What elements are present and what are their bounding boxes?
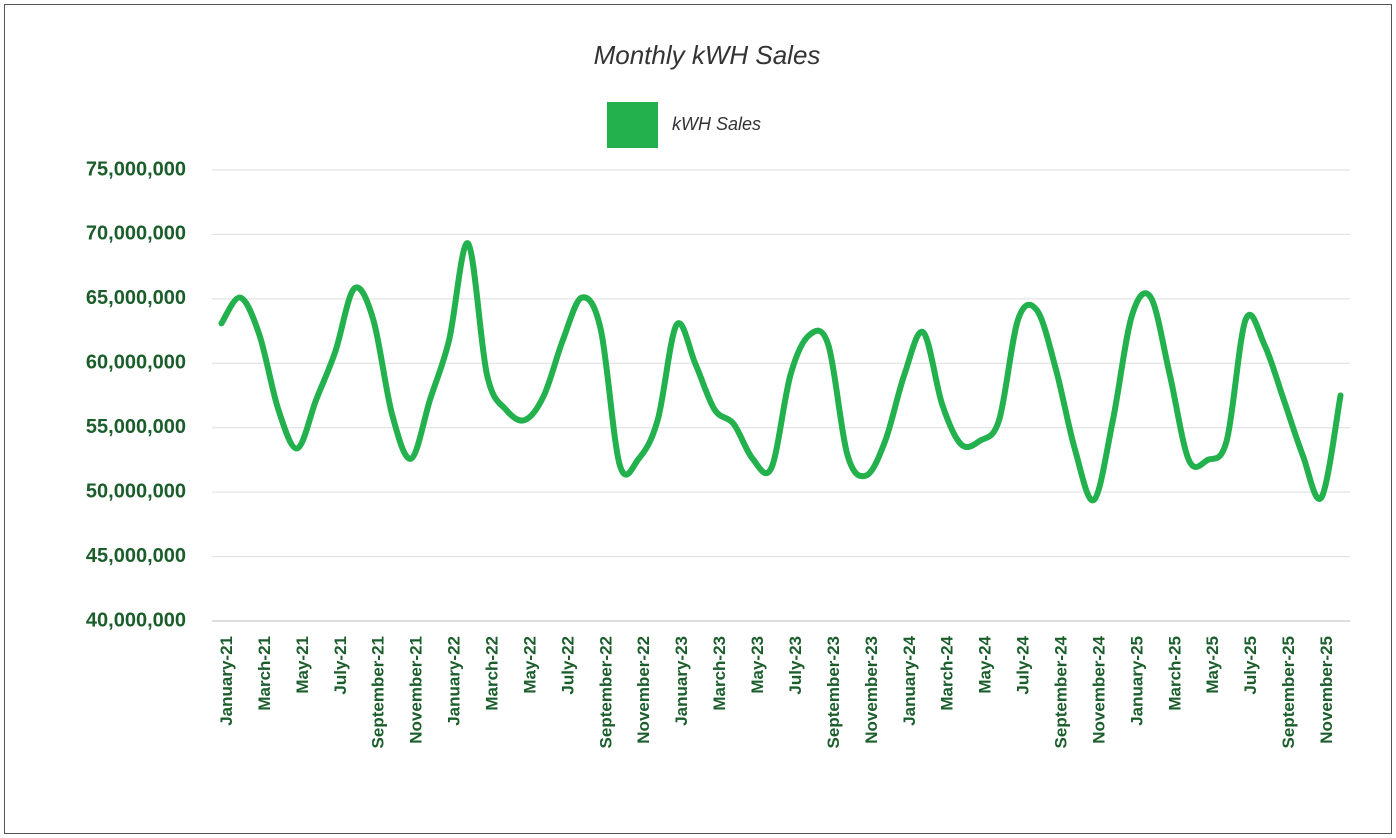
x-tick-label: November-21 xyxy=(407,636,426,744)
y-tick-label: 50,000,000 xyxy=(86,480,186,502)
x-tick-label: July-24 xyxy=(1014,635,1033,694)
y-tick-label: 60,000,000 xyxy=(86,352,186,374)
x-tick-label: May-23 xyxy=(748,636,767,694)
y-tick-label: 40,000,000 xyxy=(86,609,186,631)
x-tick-label: July-22 xyxy=(558,636,577,695)
x-tick-label: September-21 xyxy=(369,636,388,748)
x-tick-label: January-24 xyxy=(900,635,919,725)
x-tick-label: May-25 xyxy=(1203,636,1222,694)
x-tick-label: March-25 xyxy=(1165,636,1184,711)
x-tick-label: January-23 xyxy=(672,636,691,726)
x-tick-label: March-23 xyxy=(710,636,729,711)
x-tick-label: November-22 xyxy=(634,636,653,744)
x-tick-label: September-23 xyxy=(824,636,843,748)
x-tick-label: March-22 xyxy=(483,636,502,711)
x-tick-label: January-21 xyxy=(217,636,236,726)
x-tick-label: March-21 xyxy=(255,636,274,711)
x-tick-label: September-24 xyxy=(1052,635,1071,748)
y-tick-label: 75,000,000 xyxy=(86,158,186,180)
x-tick-label: July-23 xyxy=(786,636,805,695)
x-tick-label: January-25 xyxy=(1127,636,1146,726)
x-tick-label: March-24 xyxy=(938,635,957,710)
y-tick-label: 45,000,000 xyxy=(86,545,186,567)
x-tick-label: January-22 xyxy=(445,636,464,726)
series-line xyxy=(218,240,1344,504)
x-tick-label: July-25 xyxy=(1241,636,1260,695)
x-tick-label: May-24 xyxy=(976,635,995,693)
x-tick-label: May-22 xyxy=(520,636,539,694)
chart-title: Monthly kWH Sales xyxy=(594,40,821,70)
y-tick-label: 55,000,000 xyxy=(86,416,186,438)
x-tick-label: May-21 xyxy=(293,636,312,694)
legend-swatch xyxy=(607,102,658,148)
x-tick-label: November-25 xyxy=(1317,636,1336,744)
y-tick-label: 70,000,000 xyxy=(86,223,186,245)
x-tick-label: September-22 xyxy=(596,636,615,748)
x-tick-label: November-23 xyxy=(862,636,881,744)
legend-label: kWH Sales xyxy=(672,114,761,134)
x-tick-label: September-25 xyxy=(1279,636,1298,748)
chart-border xyxy=(4,4,1392,834)
x-tick-label: November-24 xyxy=(1089,635,1108,743)
y-tick-label: 65,000,000 xyxy=(86,287,186,309)
x-tick-label: July-21 xyxy=(331,636,350,695)
